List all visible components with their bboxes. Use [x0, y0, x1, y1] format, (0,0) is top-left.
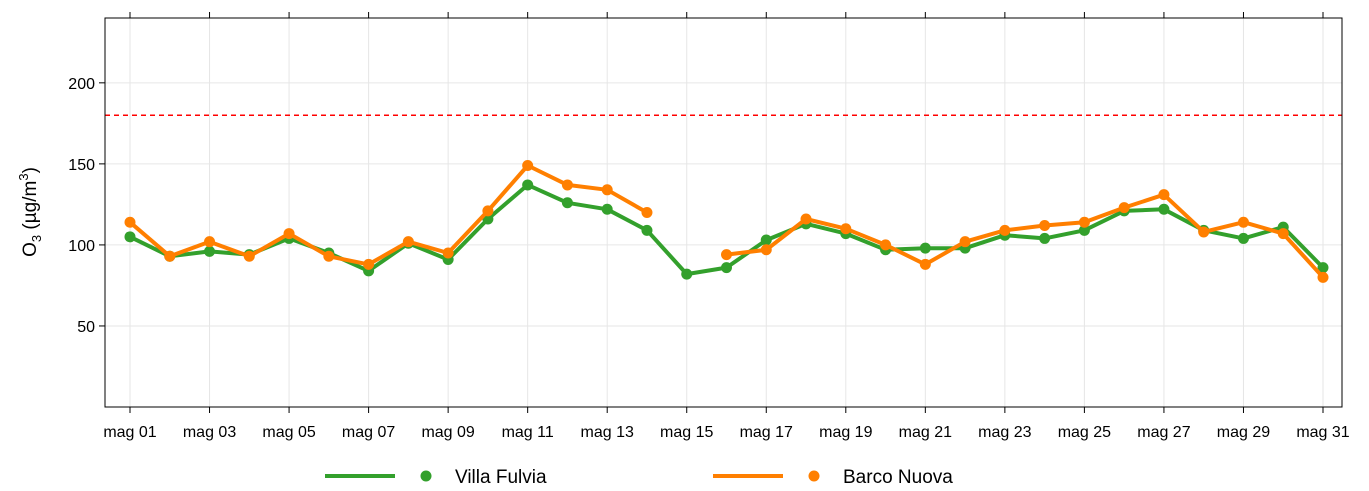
x-tick-label: mag 27: [1137, 424, 1190, 441]
data-point: [522, 159, 534, 171]
x-tick-label: mag 09: [421, 424, 474, 441]
data-point: [641, 207, 653, 218]
x-tick-label: mag 05: [262, 424, 315, 441]
data-point: [561, 179, 573, 191]
data-point: [760, 234, 772, 246]
x-tick-label: mag 11: [502, 424, 554, 441]
data-point: [482, 205, 494, 217]
x-tick-label: mag 13: [581, 424, 634, 441]
data-point: [919, 258, 931, 270]
data-point: [601, 184, 613, 196]
data-point: [1317, 262, 1329, 274]
data-point: [363, 258, 375, 270]
data-point: [1158, 189, 1170, 201]
data-point: [204, 245, 216, 257]
data-point: [243, 250, 255, 262]
data-point: [323, 250, 335, 262]
data-point: [1237, 216, 1249, 228]
data-point: [204, 236, 216, 248]
data-point: [601, 203, 613, 215]
x-tick-label: mag 03: [183, 424, 236, 441]
data-point: [164, 250, 176, 262]
data-point: [999, 224, 1011, 236]
data-point: [561, 197, 573, 209]
data-point: [919, 242, 931, 254]
series-line: [724, 192, 1325, 280]
data-point: [1078, 224, 1090, 236]
legend-label: Villa Fulvia: [455, 467, 547, 488]
x-tick-label: mag 01: [103, 424, 156, 441]
x-tick-label: mag 15: [660, 424, 713, 441]
x-tick-label: mag 31: [1296, 424, 1349, 441]
data-point: [124, 216, 136, 228]
axes: 50 100 150 200 mag 01 mag 03 mag 05 mag 07 mag 0…: [68, 12, 1350, 441]
data-point: [721, 249, 732, 261]
data-point: [124, 231, 136, 243]
data-point: [800, 213, 812, 225]
series-1: [124, 179, 1329, 280]
legend-item: Villa Fulvia: [325, 467, 547, 488]
y-tick-label: 100: [68, 238, 95, 255]
legend-label: Barco Nuova: [843, 467, 953, 488]
x-tick-label: mag 25: [1058, 424, 1111, 441]
data-point: [959, 236, 971, 248]
data-point: [1198, 226, 1210, 238]
legend: Villa Fulvia Barco Nuova: [325, 467, 953, 488]
x-tick-label: mag 29: [1217, 424, 1270, 441]
data-point: [760, 244, 772, 256]
data-point: [283, 228, 295, 240]
series-layer: [124, 159, 1329, 283]
x-tick-label: mag 07: [342, 424, 395, 441]
x-tick-label: mag 21: [899, 424, 952, 441]
data-point: [1317, 271, 1329, 283]
data-point: [522, 179, 534, 191]
data-point: [1039, 219, 1051, 231]
y-tick-label: 200: [68, 76, 95, 93]
data-point: [840, 223, 852, 235]
legend-point-swatch: [808, 470, 820, 482]
plot-frame: [104, 17, 1343, 408]
y-tick-label: 150: [68, 157, 95, 174]
data-point: [641, 224, 653, 236]
data-point: [1277, 228, 1289, 240]
x-tick-label: mag 19: [819, 424, 872, 441]
legend-item: Barco Nuova: [713, 467, 953, 488]
series-2: [124, 159, 1329, 283]
grid-lines: [105, 18, 1342, 407]
y-tick-label: 50: [77, 319, 95, 336]
series-line: [128, 163, 649, 267]
data-point: [402, 236, 414, 248]
data-point: [681, 268, 693, 280]
data-point: [1078, 216, 1090, 228]
data-point: [1158, 203, 1170, 215]
y-axis-label: O3 (µg/m3): [16, 167, 44, 257]
data-point: [1118, 202, 1130, 214]
data-point: [880, 239, 892, 251]
x-tick-label: mag 23: [978, 424, 1031, 441]
data-point: [442, 247, 454, 259]
x-tick-label: mag 17: [740, 424, 793, 441]
legend-point-swatch: [420, 470, 432, 482]
data-point: [1039, 232, 1051, 244]
series-line: [128, 182, 1325, 277]
data-point: [1237, 232, 1249, 244]
data-point: [721, 262, 732, 274]
